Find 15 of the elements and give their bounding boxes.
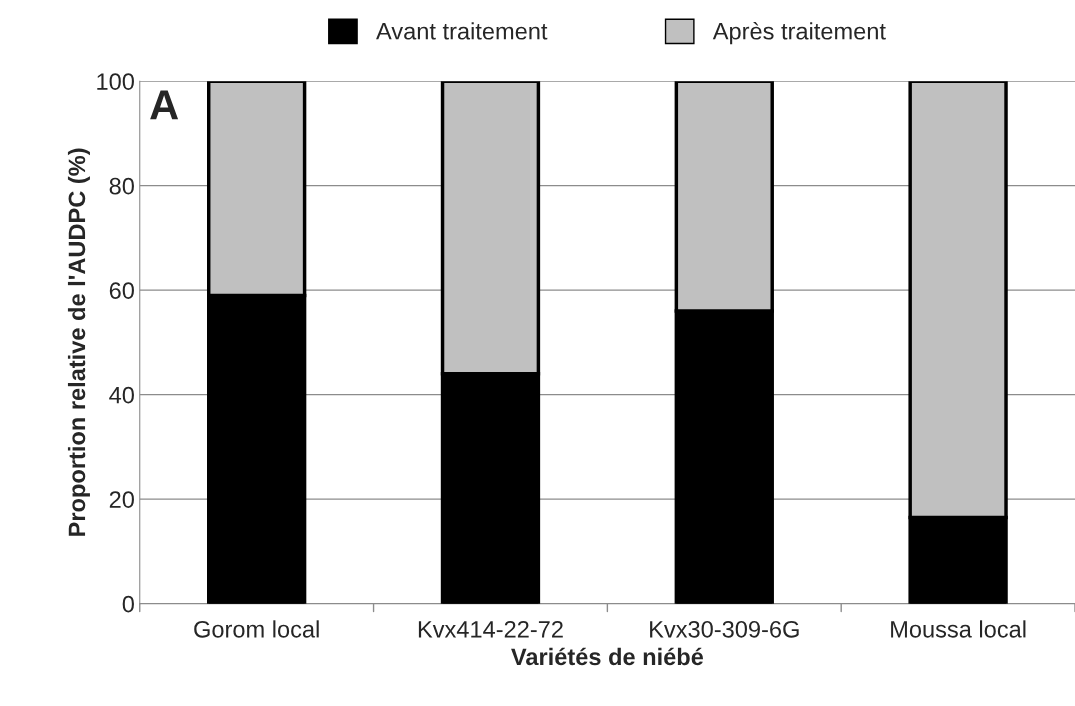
y-tick-label: 0 bbox=[122, 595, 134, 613]
x-tick-label: Kvx30-309-6G bbox=[650, 620, 799, 638]
x-tick-label: Moussa local bbox=[891, 620, 1026, 638]
y-tick-label: 40 bbox=[109, 386, 134, 404]
x-tick-label: Kvx414-22-72 bbox=[418, 620, 563, 638]
y-tick-label: 60 bbox=[109, 282, 134, 299]
y-tick-label: 80 bbox=[109, 177, 134, 195]
y-axis-title: Proportion relative de l'AUDPC (%) bbox=[67, 148, 90, 536]
x-axis-title: Variétés de niébé bbox=[511, 647, 704, 666]
y-tick-label: 100 bbox=[97, 73, 134, 90]
x-tick-label: Gorom local bbox=[194, 620, 319, 638]
y-tick-label: 20 bbox=[109, 491, 134, 508]
legend-label: Avant traitement bbox=[376, 22, 548, 40]
annotation: A bbox=[150, 90, 179, 120]
legend-label: Après traitement bbox=[712, 21, 886, 45]
